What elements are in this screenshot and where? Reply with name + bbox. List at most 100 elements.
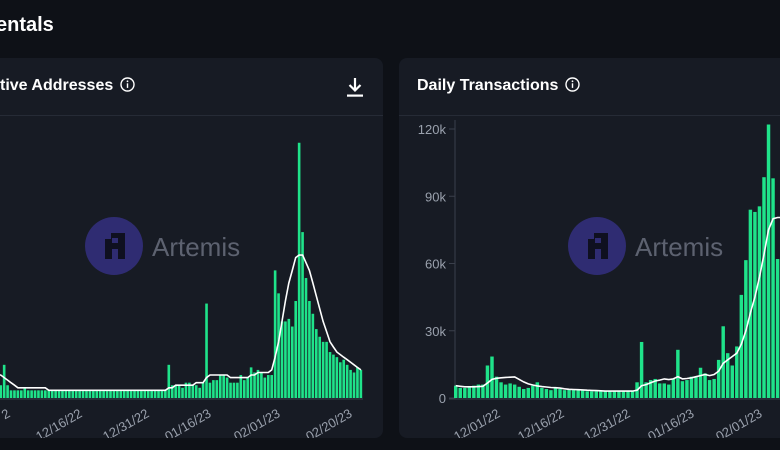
data-bar[interactable] <box>522 389 526 398</box>
data-bar[interactable] <box>481 384 485 398</box>
data-bar[interactable] <box>294 301 298 398</box>
data-bar[interactable] <box>167 364 171 398</box>
data-bar[interactable] <box>753 211 757 398</box>
data-bar[interactable] <box>531 385 535 398</box>
data-bar[interactable] <box>648 380 653 398</box>
data-bar[interactable] <box>590 391 594 398</box>
data-bar[interactable] <box>23 387 27 398</box>
data-bar[interactable] <box>280 321 284 398</box>
data-bar[interactable] <box>490 356 494 398</box>
data-bar[interactable] <box>308 301 311 398</box>
data-bar[interactable] <box>236 382 239 398</box>
data-bar[interactable] <box>458 387 462 398</box>
info-icon[interactable] <box>565 77 581 92</box>
data-bar[interactable] <box>653 378 657 398</box>
data-bar[interactable] <box>712 378 716 398</box>
data-bar[interactable] <box>658 383 662 398</box>
data-bar[interactable] <box>215 380 219 398</box>
data-bar[interactable] <box>284 321 287 398</box>
data-bar[interactable] <box>85 390 88 398</box>
data-bar[interactable] <box>517 386 521 398</box>
data-bar[interactable] <box>580 390 585 398</box>
data-bar[interactable] <box>92 390 95 398</box>
data-bar[interactable] <box>671 378 676 398</box>
data-bar[interactable] <box>242 380 246 398</box>
data-bar[interactable] <box>499 382 503 398</box>
data-bar[interactable] <box>61 390 64 398</box>
data-bar[interactable] <box>50 390 54 398</box>
data-bar[interactable] <box>270 375 273 398</box>
data-bar[interactable] <box>78 390 81 398</box>
data-bar[interactable] <box>6 385 9 398</box>
data-bar[interactable] <box>576 390 580 398</box>
data-bar[interactable] <box>157 390 160 398</box>
data-bar[interactable] <box>549 390 553 398</box>
data-bar[interactable] <box>463 387 467 398</box>
data-bar[interactable] <box>735 346 739 398</box>
data-bar[interactable] <box>304 278 308 398</box>
data-bar[interactable] <box>133 390 136 398</box>
data-bar[interactable] <box>57 390 61 398</box>
data-bar[interactable] <box>290 326 294 398</box>
data-bar[interactable] <box>626 391 630 398</box>
data-bar[interactable] <box>212 380 215 398</box>
data-bar[interactable] <box>321 341 325 398</box>
data-bar[interactable] <box>553 387 558 398</box>
data-bar[interactable] <box>335 357 339 398</box>
data-bar[interactable] <box>345 364 349 398</box>
data-bar[interactable] <box>74 390 78 398</box>
data-bar[interactable] <box>703 373 707 398</box>
data-bar[interactable] <box>174 385 177 398</box>
info-icon[interactable] <box>120 77 135 92</box>
data-bar[interactable] <box>314 329 318 398</box>
data-bar[interactable] <box>352 372 356 398</box>
data-bar[interactable] <box>571 389 576 398</box>
data-bar[interactable] <box>64 390 68 398</box>
data-bar[interactable] <box>535 382 540 398</box>
data-bar[interactable] <box>116 390 119 398</box>
data-bar[interactable] <box>266 375 270 398</box>
data-bar[interactable] <box>612 391 617 398</box>
data-bar[interactable] <box>766 124 771 399</box>
data-bar[interactable] <box>707 380 712 398</box>
data-bar[interactable] <box>208 382 212 398</box>
download-icon[interactable] <box>345 76 365 98</box>
data-bar[interactable] <box>508 383 512 398</box>
data-bar[interactable] <box>191 385 195 398</box>
data-bar[interactable] <box>146 390 150 398</box>
data-bar[interactable] <box>198 387 201 398</box>
data-bar[interactable] <box>222 375 225 398</box>
data-bar[interactable] <box>177 385 181 398</box>
data-bar[interactable] <box>762 177 766 398</box>
data-bar[interactable] <box>170 385 174 398</box>
data-bar[interactable] <box>639 341 644 398</box>
data-bar[interactable] <box>54 390 57 398</box>
data-bar[interactable] <box>218 375 222 398</box>
data-bar[interactable] <box>9 390 13 398</box>
data-bar[interactable] <box>30 390 33 398</box>
data-bar[interactable] <box>680 381 685 398</box>
data-bar[interactable] <box>239 375 243 398</box>
data-bar[interactable] <box>630 391 635 398</box>
data-bar[interactable] <box>594 391 598 398</box>
data-bar[interactable] <box>150 390 153 398</box>
data-bar[interactable] <box>0 385 3 398</box>
data-bar[interactable] <box>40 390 44 398</box>
data-bar[interactable] <box>676 349 680 398</box>
data-bar[interactable] <box>297 142 301 398</box>
data-bar[interactable] <box>44 390 47 398</box>
data-bar[interactable] <box>621 391 626 398</box>
data-bar[interactable] <box>689 376 694 398</box>
data-bar[interactable] <box>225 377 229 398</box>
data-bar[interactable] <box>140 390 143 398</box>
data-bar[interactable] <box>253 372 256 398</box>
data-bar[interactable] <box>229 382 232 398</box>
data-bar[interactable] <box>328 352 332 398</box>
data-bar[interactable] <box>26 390 30 398</box>
data-bar[interactable] <box>95 390 99 398</box>
data-bar[interactable] <box>112 390 116 398</box>
data-bar[interactable] <box>205 303 208 398</box>
data-bar[interactable] <box>129 390 133 398</box>
data-bar[interactable] <box>119 390 123 398</box>
data-bar[interactable] <box>277 293 280 398</box>
